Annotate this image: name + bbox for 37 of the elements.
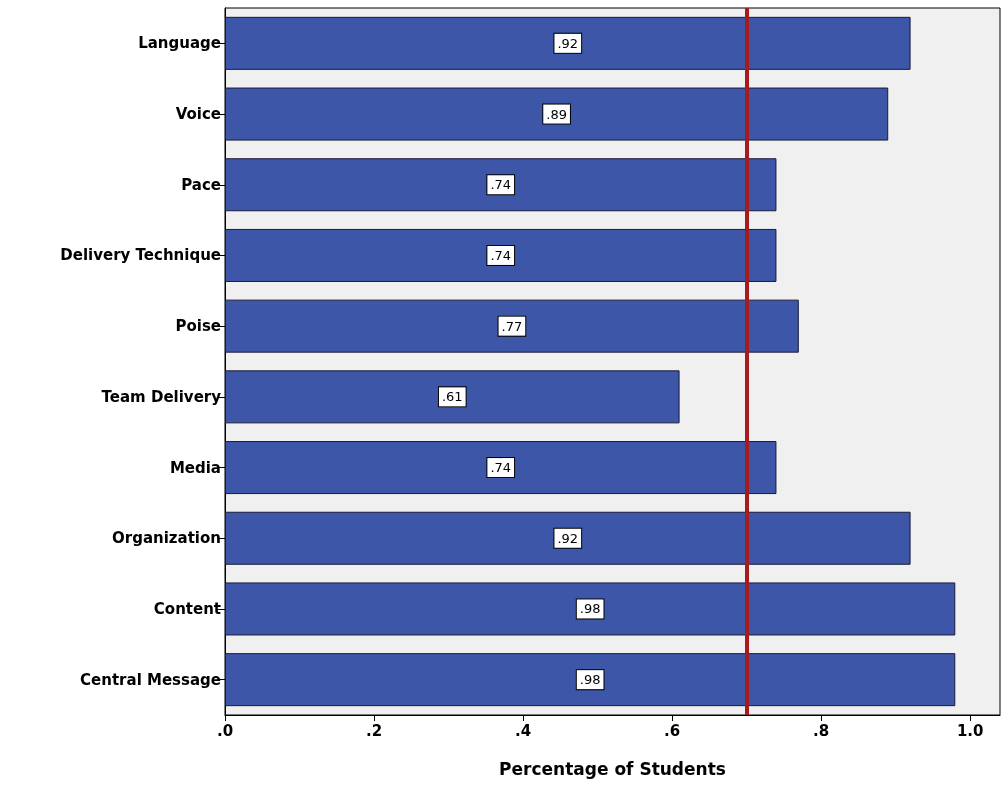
- data-label: .74: [490, 247, 512, 263]
- y-tick-label: Delivery Technique: [60, 246, 221, 265]
- y-tick-label: Voice: [175, 105, 221, 124]
- bar: [225, 653, 956, 707]
- y-tick-label: Content: [153, 599, 221, 618]
- bar: [225, 87, 889, 141]
- bar: [225, 511, 911, 565]
- bar: [225, 370, 680, 424]
- data-label: .61: [441, 389, 463, 405]
- y-tick-label: Central Message: [80, 670, 221, 689]
- x-tick-label: .4: [515, 721, 532, 740]
- data-label: .77: [501, 318, 523, 334]
- bar: [225, 441, 777, 495]
- bar: [225, 582, 956, 636]
- bar: [225, 228, 777, 282]
- y-tick-label: Organization: [112, 529, 221, 548]
- x-tick-label: .0: [216, 721, 234, 740]
- data-label: .92: [557, 530, 579, 546]
- data-label: .98: [579, 601, 601, 617]
- y-tick-label: Language: [138, 34, 221, 53]
- x-axis-title: Percentage of Students: [499, 758, 726, 779]
- y-tick-label: Poise: [175, 317, 221, 336]
- data-label: .74: [490, 460, 512, 476]
- data-label: .98: [579, 672, 601, 688]
- data-label: .89: [546, 106, 567, 122]
- y-tick-label: Pace: [181, 175, 221, 194]
- data-label: .92: [557, 35, 579, 51]
- x-tick-label: .2: [365, 721, 383, 740]
- data-label: .74: [490, 177, 512, 193]
- bar: [225, 16, 911, 70]
- y-tick-label: Media: [169, 458, 221, 477]
- x-tick-label: .6: [664, 721, 681, 740]
- x-tick-label: .8: [813, 721, 830, 740]
- bar: [225, 299, 799, 353]
- y-tick-label: Team Delivery: [101, 387, 222, 406]
- bar: [225, 158, 777, 212]
- x-tick-label: 1.0: [956, 721, 984, 740]
